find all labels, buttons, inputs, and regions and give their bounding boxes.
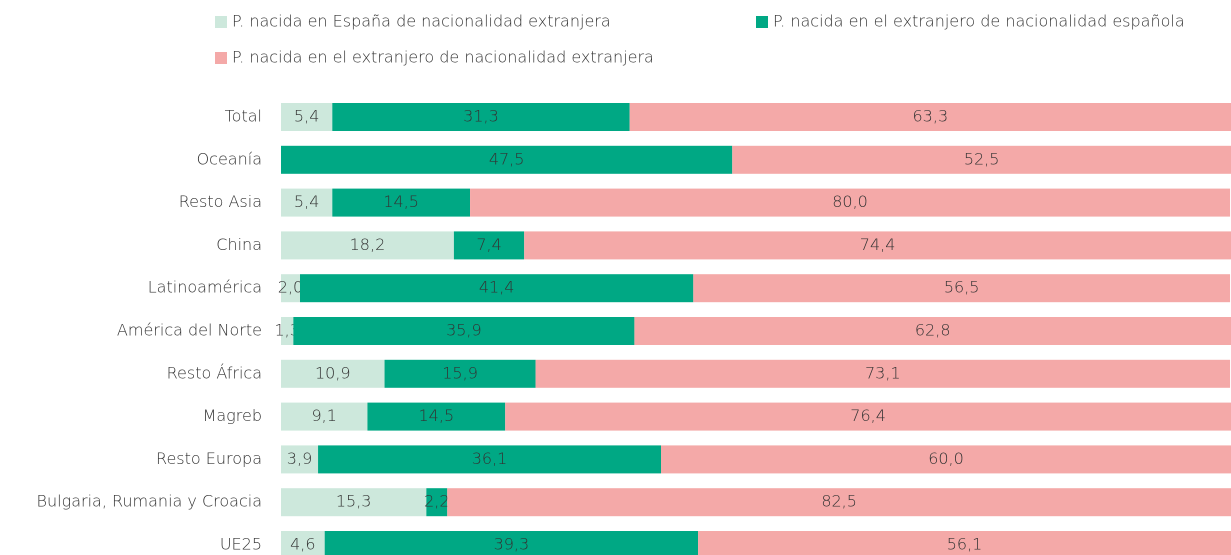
bar-segment — [732, 145, 1231, 174]
bar-segment — [281, 145, 733, 174]
bar-segment — [281, 488, 427, 517]
bar-segment — [281, 317, 294, 345]
category-label: América del Norte — [117, 321, 262, 340]
bar-segment — [693, 274, 1231, 303]
bar-segment — [281, 103, 333, 131]
value-label: 52,5 — [964, 149, 1000, 168]
legend-swatch — [215, 16, 227, 28]
bar-segment — [524, 231, 1231, 260]
value-label: 62,8 — [915, 321, 951, 340]
bar-segment — [453, 231, 525, 260]
value-label: 60,0 — [928, 449, 964, 468]
category-label: Oceanía — [197, 149, 262, 168]
bar-segment — [426, 488, 448, 517]
value-label: 63,3 — [913, 107, 949, 126]
bar-segment — [281, 531, 325, 555]
bar-segment — [634, 317, 1231, 345]
value-label: 76,4 — [850, 406, 886, 425]
value-label: 39,3 — [494, 535, 530, 554]
value-label: 80,0 — [832, 192, 868, 211]
bar-segment — [281, 188, 333, 217]
bar-segment — [281, 359, 385, 388]
bar-segment — [281, 274, 300, 303]
value-label: 73,1 — [865, 363, 901, 382]
category-label: Resto África — [167, 363, 262, 382]
bar-segment — [698, 531, 1231, 555]
value-label: 74,4 — [860, 235, 896, 254]
category-label: Total — [225, 107, 262, 126]
value-label: 2,0 — [278, 278, 303, 297]
bar-segment — [324, 531, 699, 555]
bar-segment — [318, 445, 661, 474]
bar-segment — [367, 402, 506, 431]
category-label: Magreb — [203, 406, 262, 425]
bar-segment — [447, 488, 1231, 517]
value-label: 82,5 — [821, 492, 857, 511]
category-label: Resto Asia — [179, 192, 262, 211]
legend-swatch — [215, 52, 227, 64]
value-label: 10,9 — [315, 363, 351, 382]
bar-segment — [470, 188, 1231, 217]
category-label: Bulgaria, Rumania y Croacia — [37, 492, 262, 511]
value-label: 3,9 — [287, 449, 312, 468]
bar-segment — [293, 317, 635, 345]
value-label: 7,4 — [476, 235, 501, 254]
value-label: 14,5 — [419, 406, 455, 425]
bar-segment — [281, 445, 319, 474]
value-label: 56,1 — [947, 535, 983, 554]
value-label: 5,4 — [294, 107, 319, 126]
bar-segment — [629, 103, 1231, 131]
value-label: 56,5 — [944, 278, 980, 297]
value-label: 47,5 — [489, 149, 525, 168]
value-label: 35,9 — [446, 321, 482, 340]
value-label: 15,9 — [442, 363, 478, 382]
value-label: 4,6 — [290, 535, 315, 554]
value-label: 31,3 — [463, 107, 499, 126]
category-label: Latinoamérica — [148, 278, 262, 297]
bar-segment — [281, 231, 454, 260]
value-label: 2,2 — [424, 492, 449, 511]
bar-segment — [505, 402, 1231, 431]
bar-segment — [535, 359, 1231, 388]
legend-swatch — [756, 16, 768, 28]
category-label: Resto Europa — [156, 449, 262, 468]
legend-label: P. nacida en España de nacionalidad extr… — [232, 12, 611, 31]
bar-segment — [300, 274, 694, 303]
category-label: China — [216, 235, 262, 254]
value-label: 41,4 — [479, 278, 515, 297]
bar-segment — [332, 188, 471, 217]
category-label: UE25 — [220, 535, 262, 554]
value-label: 9,1 — [311, 406, 336, 425]
bar-segment — [661, 445, 1231, 474]
bar-segment — [384, 359, 536, 388]
value-label: 36,1 — [472, 449, 508, 468]
bar-segment — [281, 402, 368, 431]
value-label: 18,2 — [350, 235, 386, 254]
bar-segment — [332, 103, 630, 131]
legend-label: P. nacida en el extranjero de nacionalid… — [232, 48, 654, 67]
value-label: 5,4 — [294, 192, 319, 211]
legend-label: P. nacida en el extranjero de nacionalid… — [773, 12, 1185, 31]
value-label: 14,5 — [383, 192, 419, 211]
value-label: 15,3 — [336, 492, 372, 511]
